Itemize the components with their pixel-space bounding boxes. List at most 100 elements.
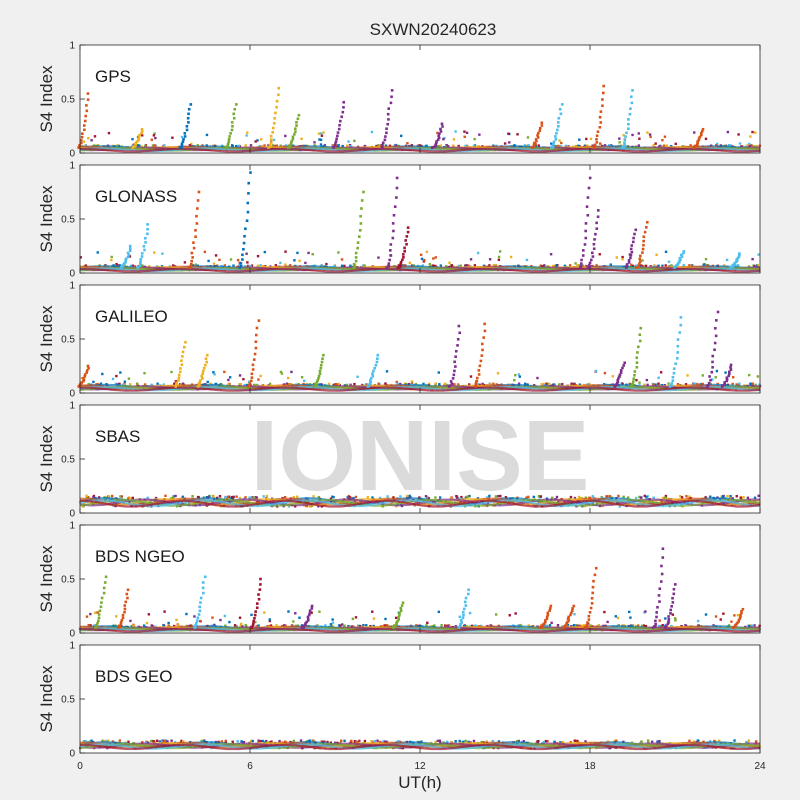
noise-point bbox=[532, 495, 536, 499]
noise-point bbox=[463, 130, 466, 133]
noise-point bbox=[84, 264, 88, 267]
noise-point bbox=[90, 139, 93, 142]
spike-point bbox=[85, 369, 89, 372]
spike-point bbox=[441, 125, 444, 128]
spike-point bbox=[381, 145, 384, 149]
spike-point bbox=[634, 266, 638, 269]
noise-point bbox=[693, 382, 697, 385]
noise-point bbox=[708, 740, 712, 743]
spike-point bbox=[638, 333, 642, 337]
plot-area bbox=[80, 165, 760, 273]
spike-point bbox=[581, 254, 585, 257]
noise-point bbox=[337, 382, 340, 386]
noise-point bbox=[564, 144, 568, 148]
spike-point bbox=[80, 141, 83, 145]
noise-point bbox=[746, 144, 749, 147]
spike-point bbox=[638, 257, 642, 261]
spike-point bbox=[546, 611, 550, 615]
spike-point bbox=[203, 363, 207, 367]
noise-point bbox=[319, 138, 323, 142]
spike-point bbox=[179, 367, 182, 370]
noise-point bbox=[674, 142, 677, 146]
spike-point bbox=[671, 601, 675, 604]
noise-point bbox=[645, 378, 649, 382]
spike-point bbox=[595, 141, 599, 144]
noise-point bbox=[371, 496, 374, 499]
spike-point bbox=[177, 379, 180, 382]
noise-point bbox=[349, 145, 352, 148]
spike-point bbox=[571, 607, 574, 610]
spike-point bbox=[123, 604, 127, 607]
noise-point bbox=[551, 496, 554, 500]
noise-point bbox=[232, 264, 235, 267]
spike-point bbox=[544, 619, 547, 622]
spike-point bbox=[658, 600, 661, 603]
noise-point bbox=[478, 133, 481, 136]
spike-point bbox=[716, 310, 720, 314]
spike-point bbox=[725, 379, 729, 383]
noise-point bbox=[174, 380, 178, 383]
spike-point bbox=[103, 581, 107, 584]
noise-point bbox=[757, 253, 760, 256]
noise-point bbox=[148, 265, 151, 268]
spike-point bbox=[371, 372, 374, 376]
y-tick-label: 0 bbox=[69, 149, 75, 160]
noise-point bbox=[661, 264, 664, 268]
noise-point bbox=[218, 494, 222, 498]
spike-point bbox=[678, 259, 681, 263]
noise-point bbox=[212, 495, 215, 498]
spike-point bbox=[388, 258, 392, 262]
noise-point bbox=[249, 144, 253, 147]
noise-point bbox=[558, 139, 561, 142]
spike-point bbox=[252, 619, 255, 623]
spike-point bbox=[99, 605, 103, 609]
noise-point bbox=[231, 740, 234, 744]
spike-point bbox=[457, 324, 461, 328]
noise-point bbox=[330, 624, 334, 628]
spike-point bbox=[629, 95, 633, 99]
noise-point bbox=[158, 740, 162, 743]
noise-point bbox=[691, 264, 694, 267]
noise-point bbox=[173, 382, 176, 385]
spike-point bbox=[389, 249, 392, 252]
noise-point bbox=[437, 145, 440, 148]
noise-point bbox=[527, 624, 530, 627]
spike-point bbox=[315, 381, 319, 384]
spike-point bbox=[251, 624, 255, 627]
spike-point bbox=[196, 384, 200, 388]
spike-point bbox=[250, 372, 254, 376]
spike-point bbox=[478, 364, 482, 368]
spike-point bbox=[643, 230, 647, 234]
noise-point bbox=[621, 382, 624, 385]
noise-point bbox=[613, 739, 617, 743]
spike-point bbox=[86, 98, 90, 101]
noise-point bbox=[488, 494, 491, 498]
spike-point bbox=[241, 258, 244, 261]
noise-point bbox=[608, 495, 612, 498]
spike-point bbox=[661, 556, 665, 559]
noise-point bbox=[231, 144, 234, 147]
spike-6_4 bbox=[250, 577, 262, 629]
spike-point bbox=[86, 92, 90, 95]
noise-point bbox=[140, 264, 143, 267]
spike-point bbox=[623, 141, 626, 145]
noise-point bbox=[444, 624, 447, 627]
noise-point bbox=[537, 495, 541, 498]
spike-point bbox=[399, 609, 403, 613]
noise-point bbox=[446, 624, 450, 628]
spike-point bbox=[659, 580, 663, 583]
noise-point bbox=[431, 624, 434, 628]
noise-point bbox=[356, 624, 360, 627]
noise-point bbox=[107, 739, 110, 742]
noise-point bbox=[661, 624, 664, 627]
spike-point bbox=[557, 116, 561, 120]
noise-point bbox=[279, 261, 282, 265]
spike-point bbox=[669, 612, 672, 615]
noise-point bbox=[583, 144, 587, 147]
noise-point bbox=[635, 378, 638, 382]
spike-point bbox=[700, 133, 703, 137]
noise-point bbox=[699, 383, 702, 386]
spike-point bbox=[463, 600, 467, 604]
noise-point bbox=[438, 739, 442, 742]
noise-point bbox=[736, 264, 740, 267]
